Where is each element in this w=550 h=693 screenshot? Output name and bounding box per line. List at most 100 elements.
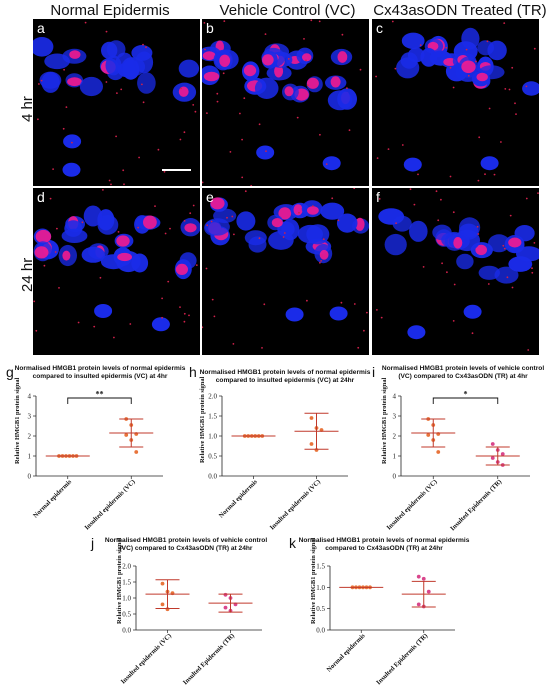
speckle (310, 19, 313, 22)
y-tick-label: 3 (393, 413, 397, 421)
speckle (179, 306, 181, 308)
panel-letter: f (376, 189, 380, 205)
speckle (137, 226, 139, 229)
speckle (77, 321, 80, 324)
data-point (256, 434, 261, 438)
speckle (475, 60, 477, 63)
hmgb1-signal (243, 64, 257, 77)
speckle (378, 198, 381, 200)
speckle (413, 203, 416, 206)
nucleus (79, 76, 103, 97)
panel-letter: e (206, 189, 214, 205)
data-point (249, 434, 254, 438)
speckle (205, 267, 208, 270)
x-tick-label: Insulted Epidermis (TR) (375, 632, 429, 686)
hmgb1-signal (284, 86, 294, 97)
y-tick-label: 2 (393, 433, 397, 441)
data-point (165, 589, 170, 594)
y-tick-label: 1.0 (122, 595, 131, 603)
chart-title-k: Normalised HMGB1 protein levels of norma… (298, 537, 470, 552)
speckle (161, 297, 164, 300)
speckle (102, 189, 104, 191)
speckle (33, 300, 36, 303)
speckle (38, 83, 40, 85)
micrograph-panel-e: e (202, 188, 369, 355)
x-tick-label: Normal epidermis (326, 632, 367, 673)
speckle (515, 113, 517, 115)
hmgb1-signal (337, 51, 348, 63)
data-point (129, 438, 134, 442)
speckle (477, 179, 480, 182)
speckle (471, 332, 474, 335)
speckle (506, 276, 509, 279)
speckle (232, 343, 235, 345)
speckle (525, 197, 528, 200)
speckle (340, 301, 343, 304)
speckle (287, 58, 290, 60)
speckle (440, 198, 442, 201)
hmgb1-signal (307, 206, 319, 215)
data-point (57, 454, 61, 458)
speckle (376, 309, 378, 311)
y-tick-label: 0 (28, 473, 32, 481)
y-axis-label-h: Relative HMGB1 protein signal (199, 376, 206, 463)
data-point (160, 581, 165, 586)
speckle (169, 227, 171, 230)
speckle (202, 181, 204, 184)
speckle (533, 47, 536, 50)
x-tick-label: Insulted epidermis (VC) (386, 478, 439, 531)
speckle (117, 231, 120, 233)
hmgb1-signal (293, 204, 303, 216)
nucleus (403, 157, 422, 172)
speckle (216, 100, 219, 103)
speckle (195, 264, 198, 266)
y-tick-label: 0.0 (122, 627, 131, 635)
speckle (250, 184, 253, 186)
hmgb1-signal (330, 76, 341, 88)
speckle (62, 127, 65, 130)
data-point (364, 585, 369, 590)
y-axis-label-k: Relative HMGB1 protein signal (310, 537, 317, 624)
panel-label-j: j (91, 535, 95, 551)
data-point (426, 433, 431, 437)
speckle (216, 92, 219, 95)
nucleus (494, 266, 519, 284)
hmgb1-signal (210, 197, 225, 210)
speckle (348, 129, 351, 132)
speckle (180, 87, 182, 90)
speckle (115, 135, 117, 138)
speckle (446, 271, 448, 274)
hmgb1-signal (274, 65, 284, 78)
speckle (318, 20, 321, 23)
speckle (161, 316, 164, 319)
data-point (421, 604, 426, 609)
x-tick-label: Insulted epidermis (VC) (84, 478, 137, 531)
nucleus (256, 145, 275, 160)
speckle (353, 303, 356, 305)
nucleus (478, 265, 500, 280)
speckle (138, 156, 140, 159)
speckle (422, 266, 425, 268)
speckle (419, 44, 422, 46)
fluorescence-image (202, 19, 362, 186)
speckle (43, 264, 46, 267)
x-tick-label: Insulted epidermis (VC) (120, 632, 173, 685)
micrograph-panel-a: a (33, 19, 200, 186)
speckle (401, 144, 404, 146)
speckle (56, 227, 58, 230)
speckle (258, 237, 261, 240)
y-tick-label: 1.0 (316, 584, 325, 592)
data-point (228, 608, 233, 613)
y-tick-label: 2.0 (208, 393, 217, 401)
panel-letter: c (376, 20, 383, 36)
speckle (258, 123, 261, 126)
speckle (486, 40, 489, 43)
speckle (341, 33, 344, 36)
data-point (246, 434, 251, 438)
nucleus (248, 236, 267, 253)
nucleus (213, 208, 237, 224)
speckle (113, 336, 115, 339)
speckle (298, 211, 300, 214)
y-tick-label: 0.5 (122, 611, 131, 619)
hmgb1-signal (34, 246, 49, 259)
